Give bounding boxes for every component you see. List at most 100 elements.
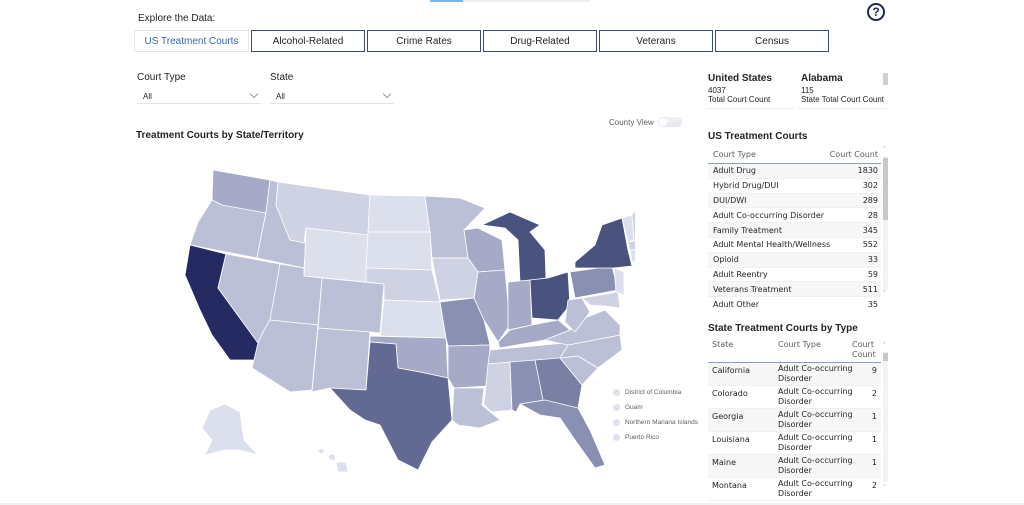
table-header: Court Type Court Count [708, 145, 881, 164]
state-michigan [481, 211, 547, 283]
table-row[interactable]: Veterans Treatment 511 [708, 282, 881, 298]
card-value: 4037 [708, 86, 726, 95]
table-row[interactable]: Hybrid Drug/DUI 302 [708, 179, 881, 194]
legend-dot-icon [613, 434, 620, 441]
state-ohio [529, 271, 571, 321]
table-row[interactable]: Maine Adult Co-occurring Disorder 1 [708, 455, 881, 478]
legend-item[interactable]: Puerto Rico [613, 430, 698, 445]
court-type-dropdown[interactable]: All [137, 89, 261, 104]
table-row[interactable]: Adult Mental Health/Wellness 552 [708, 238, 881, 253]
table-row[interactable]: Montana Adult Co-occurring Disorder 2 [708, 478, 881, 501]
card-value: 115 [801, 86, 814, 95]
county-view-toggle[interactable]: County View OFF [609, 117, 682, 127]
state-maryland [581, 291, 621, 309]
column-header-court-type[interactable]: Court Type [778, 340, 821, 349]
explore-label: Explore the Data: [138, 13, 216, 24]
scroll-down-icon[interactable]: ˅ [883, 290, 886, 297]
legend-dot-icon [613, 404, 620, 411]
bottom-divider [0, 503, 1024, 505]
card-title: United States [708, 73, 772, 84]
court-type-value: All [143, 91, 152, 101]
state-new-hampshire [631, 210, 635, 241]
state-hawaii [317, 447, 349, 473]
state-value: All [276, 91, 285, 101]
column-header-court-count[interactable]: Court Count [852, 340, 876, 359]
tab-us-treatment-courts[interactable]: US Treatment Courts [134, 30, 249, 52]
legend-dot-icon [613, 389, 620, 396]
scroll-up-icon[interactable]: ˄ [883, 342, 886, 349]
us-choropleth-map[interactable] [175, 150, 635, 480]
card-label: State Total Court Count [801, 95, 885, 104]
table-row[interactable]: DUI/DWI 289 [708, 193, 881, 209]
scroll-thumb[interactable] [883, 158, 888, 220]
table-header: State Court Type Court Count [708, 337, 881, 363]
state-massachusetts [627, 240, 635, 251]
toggle-switch[interactable]: OFF [657, 117, 682, 127]
table-body: California Adult Co-occurring Disorder 9 C… [708, 363, 881, 501]
state-new-mexico [311, 327, 371, 393]
card-label: Total Court Count [708, 95, 771, 104]
territory-legend: District of Columbia Guam Northern Maria… [613, 385, 698, 445]
state-total-card: Alabama 115 State Total Court Count [801, 73, 884, 104]
table-row[interactable]: Adult Co-occurring Disorder 28 [708, 208, 881, 224]
legend-item[interactable]: District of Columbia [613, 385, 698, 400]
state-mississippi [483, 361, 513, 413]
divider [706, 108, 794, 109]
tab-alcohol-related[interactable]: Alcohol-Related [251, 30, 365, 52]
card-title: Alabama [801, 73, 843, 84]
state-louisiana [451, 387, 501, 429]
table-row[interactable]: Family Treatment 345 [708, 223, 881, 238]
table-row[interactable]: Adult Reentry 59 [708, 268, 881, 283]
state-iowa [431, 257, 479, 301]
column-header-court-type[interactable]: Court Type [713, 149, 756, 159]
tab-drug-related[interactable]: Drug-Related [483, 30, 597, 52]
nav-tabs: US Treatment Courts Alcohol-Related Crim… [134, 30, 829, 52]
state-wyoming [303, 227, 369, 283]
state-dropdown[interactable]: All [270, 89, 394, 104]
state-florida [519, 399, 606, 469]
state-west-virginia [564, 297, 591, 333]
county-view-label: County View [609, 117, 654, 127]
scroll-thumb[interactable] [883, 353, 888, 361]
state-north-dakota [367, 194, 431, 233]
column-header-state[interactable]: State [712, 340, 734, 349]
state-new-jersey [613, 267, 625, 296]
legend-item[interactable]: Guam [613, 400, 698, 415]
scroll-down-icon[interactable]: ˅ [883, 484, 886, 491]
table-row[interactable]: Adult Other 35 [708, 297, 881, 310]
tab-census[interactable]: Census [715, 30, 829, 52]
table-row[interactable]: Louisiana Adult Co-occurring Disorder 1 [708, 432, 881, 455]
state-kentucky [497, 319, 571, 349]
court-type-label: Court Type [137, 72, 186, 83]
table-row[interactable]: Colorado Adult Co-occurring Disorder 2 [708, 386, 881, 409]
state-indiana [507, 279, 533, 331]
map-title: Treatment Courts by State/Territory [136, 130, 304, 141]
state-alaska [201, 403, 259, 456]
column-header-court-count[interactable]: Court Count [829, 149, 878, 159]
cards-scrollbar[interactable] [883, 73, 888, 85]
state-kansas [379, 299, 447, 339]
state-connecticut [629, 249, 635, 263]
us-total-card: United States 4037 Total Court Count [708, 73, 772, 104]
state-texas [329, 341, 453, 471]
table-row[interactable]: Georgia Adult Co-occurring Disorder 1 [708, 409, 881, 432]
state-south-dakota [365, 231, 433, 271]
state-label: State [270, 72, 294, 83]
legend-item[interactable]: Northern Mariana Islands [613, 415, 698, 430]
state-colorado [317, 277, 385, 334]
chevron-down-icon [382, 89, 392, 99]
us-table-title: US Treatment Courts [708, 131, 808, 142]
table-row[interactable]: Adult Drug 1830 [708, 164, 881, 179]
help-icon[interactable]: ? [867, 3, 885, 21]
table-row[interactable]: Opioid 33 [708, 252, 881, 268]
table-row[interactable]: California Adult Co-occurring Disorder 9 [708, 363, 881, 386]
scroll-up-icon[interactable]: ˄ [883, 146, 886, 153]
divider [799, 108, 887, 109]
page-indicator-bar [430, 0, 590, 2]
state-table-title: State Treatment Courts by Type [708, 323, 858, 334]
state-new-york [574, 217, 633, 269]
tab-veterans[interactable]: Veterans [599, 30, 713, 52]
page-indicator-active [430, 0, 463, 2]
us-courts-table: Court Type Court Count Adult Drug 1830 Hy… [708, 145, 881, 310]
tab-crime-rates[interactable]: Crime Rates [367, 30, 481, 52]
